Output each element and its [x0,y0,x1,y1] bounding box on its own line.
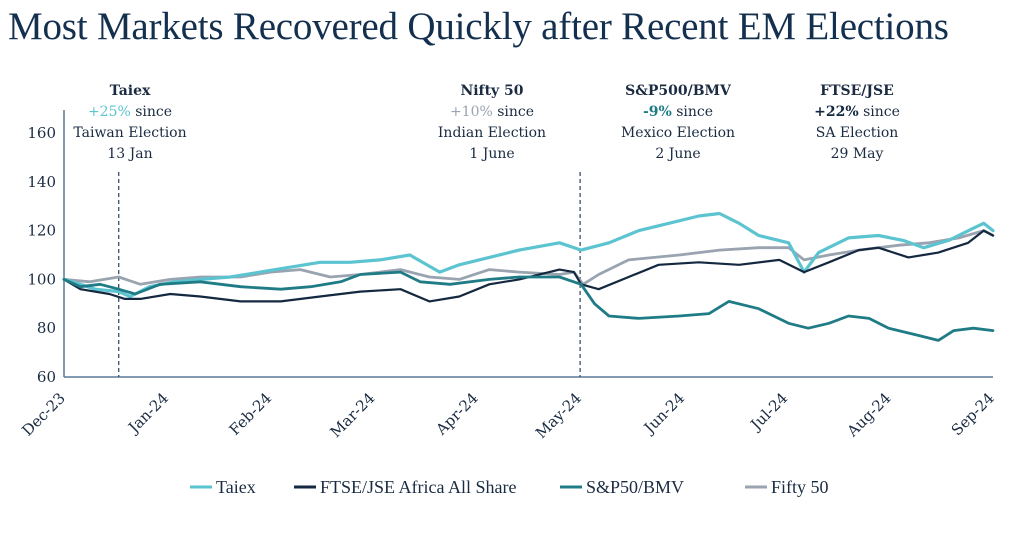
series-line-taiex [62,211,995,299]
y-tick-label: 120 [27,222,56,240]
x-tick-label: Aug-24 [843,389,895,441]
annotation-index-name: Taiex [110,83,151,99]
y-tick-label: 100 [27,270,56,288]
annotation-election: Mexico Election [621,125,735,141]
annotation-election: Indian Election [438,125,546,141]
x-tick-label: Jun-24 [639,389,688,438]
x-tick-label: Dec-23 [18,389,69,440]
series-lines [62,211,995,342]
annotation-change: -9% since [643,104,713,120]
series-line-sp [62,270,995,342]
annotation-index-name: FTSE/JSE [820,83,894,99]
x-tick-label: Mar-24 [326,389,378,441]
legend: Taiex FTSE/JSE Africa All Share S&P50/BMV F… [190,477,829,497]
legend-label-taiex: Taiex [216,477,256,497]
annotation-date: 2 June [655,146,700,162]
chart-title: Most Markets Recovered Quickly after Rec… [8,5,949,48]
x-tick-label: Sep-24 [948,389,998,439]
annotation-change: +25% since [88,104,172,120]
x-tick-label: Feb-24 [226,389,276,439]
annotation-change: +10% since [450,104,534,120]
x-tick-label: Jan-24 [123,389,172,438]
annotation-change: +22% since [814,104,900,120]
annotation-index-name: Nifty 50 [460,83,523,99]
annotation-date: 13 Jan [107,146,152,162]
legend-label-ftse: FTSE/JSE Africa All Share [320,477,517,497]
y-tick-label: 60 [37,368,56,386]
x-tick-label: Jul-24 [746,389,792,435]
y-tick-label: 140 [27,173,56,191]
event-lines [118,172,581,377]
annotation-election: Taiwan Election [73,125,186,141]
y-tick-label: 160 [27,124,56,142]
y-tick-label: 80 [37,319,56,337]
legend-label-fifty: Fifty 50 [771,477,829,497]
x-tick-label: Apr-24 [432,389,482,439]
series-line-ftse [62,229,995,303]
annotation-date: 1 June [469,146,514,162]
annotation-date: 29 May [831,146,884,162]
annotation-index-name: S&P500/BMV [625,83,732,99]
x-tick-label: May-24 [532,389,585,442]
legend-label-sp: S&P50/BMV [586,477,684,497]
annotations: Taiex +25% since Taiwan Election 13 Jan Nift… [73,83,900,162]
annotation-election: SA Election [816,125,899,141]
